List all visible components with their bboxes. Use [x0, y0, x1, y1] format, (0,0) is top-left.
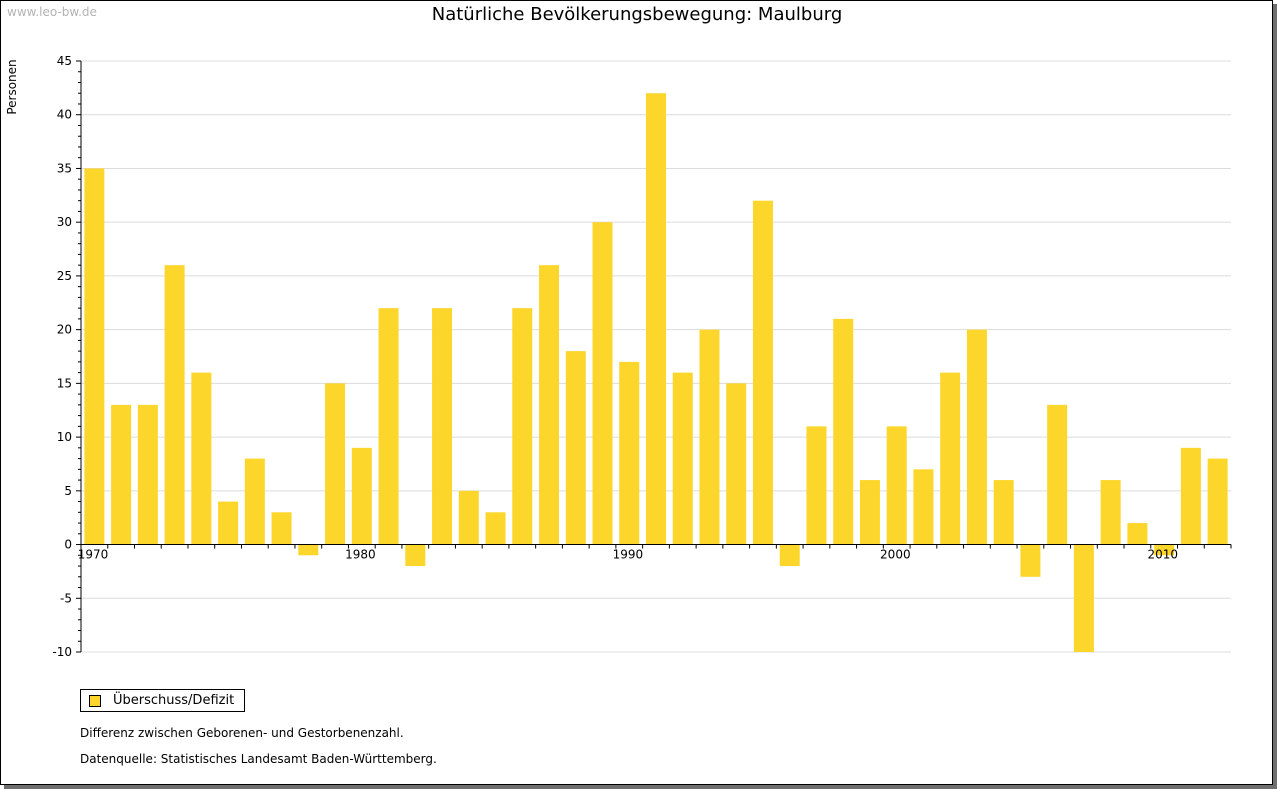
bar [298, 544, 319, 556]
bar [512, 308, 533, 545]
legend: Überschuss/Defizit [80, 689, 246, 712]
y-tick-label: 10 [57, 430, 72, 444]
bar [405, 544, 426, 567]
legend-swatch [89, 694, 101, 707]
bar [1207, 458, 1228, 545]
bar [672, 372, 693, 545]
bar [940, 372, 961, 545]
bar [111, 404, 132, 545]
x-tick-label: 1970 [78, 548, 109, 562]
bar [966, 329, 987, 545]
bar [137, 404, 158, 545]
x-tick-label: 2000 [880, 548, 911, 562]
y-tick-label: -10 [52, 645, 72, 659]
y-tick-label: 30 [57, 215, 72, 229]
bar [218, 501, 239, 545]
bar [1073, 544, 1094, 652]
bar [833, 318, 854, 545]
bar [1180, 447, 1201, 545]
bar [699, 329, 720, 545]
x-tick-label: 1980 [345, 548, 376, 562]
chart-title: Natürliche Bevölkerungsbewegung: Maulbur… [431, 4, 843, 25]
bar [164, 265, 185, 545]
bar [351, 447, 372, 545]
y-tick-label: 45 [57, 54, 72, 68]
x-tick-label: 2010 [1147, 548, 1178, 562]
y-tick-label: 0 [64, 538, 72, 552]
bar [752, 200, 773, 545]
bar [539, 265, 560, 545]
bar [565, 351, 586, 545]
y-tick-label: 20 [57, 323, 72, 337]
bar [913, 469, 934, 545]
y-tick-label: -5 [60, 591, 72, 605]
bar [244, 458, 265, 545]
y-tick-label: 35 [57, 161, 72, 175]
bar [886, 426, 907, 545]
bar [325, 383, 346, 545]
y-tick-label: 25 [57, 269, 72, 283]
bar [1047, 404, 1068, 545]
bar [1020, 544, 1041, 577]
bar [485, 512, 506, 545]
y-tick-label: 15 [57, 376, 72, 390]
y-tick-label: 5 [64, 484, 72, 498]
bar [1154, 544, 1175, 556]
bar [84, 168, 105, 545]
bar [458, 490, 479, 545]
bar [378, 308, 399, 545]
bar [806, 426, 827, 545]
bar [432, 308, 453, 545]
note-definition: Differenz zwischen Geborenen- und Gestor… [80, 726, 404, 740]
bar [1100, 480, 1121, 545]
x-tick-label: 1990 [613, 548, 644, 562]
bar [779, 544, 800, 567]
bar [993, 480, 1014, 545]
bar [271, 512, 292, 545]
bar [646, 93, 666, 545]
bar [726, 383, 747, 545]
note-source: Datenquelle: Statistisches Landesamt Bad… [80, 752, 437, 766]
watermark: www.leo-bw.de [7, 5, 97, 19]
bar [592, 222, 613, 545]
bar [191, 372, 212, 545]
bar [859, 480, 880, 545]
bar [619, 361, 640, 545]
y-tick-label: 40 [57, 108, 72, 122]
legend-label: Überschuss/Defizit [113, 693, 235, 708]
bar [1127, 523, 1148, 545]
